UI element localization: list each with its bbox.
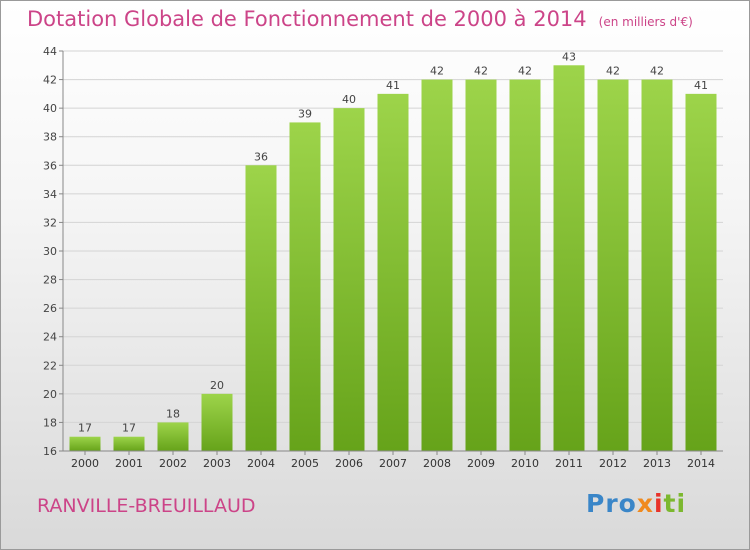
data-label: 42 (606, 65, 620, 78)
x-tick-label: 2010 (511, 457, 539, 470)
x-tick-label: 2000 (71, 457, 99, 470)
chart-title-text: Dotation Globale de Fonctionnement de 20… (27, 7, 587, 31)
x-tick-label: 2004 (247, 457, 275, 470)
data-label: 18 (166, 407, 180, 420)
bar-2008 (421, 79, 453, 452)
y-tick-label: 20 (43, 388, 57, 401)
x-tick-label: 2003 (203, 457, 231, 470)
y-tick-label: 26 (43, 302, 57, 315)
x-tick-label: 2013 (643, 457, 671, 470)
town-name: RANVILLE-BREUILLAUD (37, 495, 256, 517)
data-label: 43 (562, 50, 576, 63)
x-tick-label: 2002 (159, 457, 187, 470)
data-label: 42 (474, 65, 488, 78)
y-tick-label: 32 (43, 216, 57, 229)
data-label-layer: 17 17 18 20 36 39 40 41 42 42 42 43 42 42 41 (78, 50, 708, 434)
y-tick-label: 16 (43, 445, 57, 458)
y-tick-label: 30 (43, 245, 57, 258)
proxiti-logo[interactable]: Proxiti (586, 489, 687, 518)
y-tick-label: 18 (43, 416, 57, 429)
x-tick-label: 2014 (687, 457, 715, 470)
y-tick-label: 28 (43, 274, 57, 287)
x-tick-label: 2008 (423, 457, 451, 470)
bar-2010 (509, 79, 541, 452)
x-tick-label: 2011 (555, 457, 583, 470)
data-label: 42 (650, 65, 664, 78)
data-label: 20 (210, 379, 224, 392)
bar-2005 (289, 122, 321, 451)
bar-2013 (641, 79, 673, 452)
bar-2001 (113, 436, 145, 451)
y-tick-label: 34 (43, 188, 57, 201)
x-tick-label: 2005 (291, 457, 319, 470)
bar-2002 (157, 422, 189, 451)
chart-title: Dotation Globale de Fonctionnement de 20… (27, 7, 693, 31)
bar-2006 (333, 108, 365, 452)
bar-2014 (685, 93, 717, 451)
data-label: 41 (694, 79, 708, 92)
data-label: 40 (342, 93, 356, 106)
y-tick-label: 36 (43, 159, 57, 172)
y-tick-label: 42 (43, 74, 57, 87)
x-tick-label: 2007 (379, 457, 407, 470)
x-tick-label: 2009 (467, 457, 495, 470)
data-label: 36 (254, 150, 268, 163)
bar-layer (69, 65, 717, 452)
data-label: 39 (298, 107, 312, 120)
data-label: 42 (518, 65, 532, 78)
y-tick-label: 38 (43, 131, 57, 144)
y-tick-label: 44 (43, 45, 57, 58)
x-tick-label: 2001 (115, 457, 143, 470)
bar-2009 (465, 79, 497, 452)
y-tick-label: 22 (43, 359, 57, 372)
bar-2011 (553, 65, 585, 452)
chart-unit: (en milliers d'€) (598, 15, 693, 29)
y-tick-label: 24 (43, 331, 57, 344)
y-tick-label: 40 (43, 102, 57, 115)
data-label: 17 (122, 422, 136, 435)
bar-2012 (597, 79, 629, 452)
x-tick-label: 2012 (599, 457, 627, 470)
bar-2000 (69, 436, 101, 451)
data-label: 41 (386, 79, 400, 92)
bar-2004 (245, 165, 277, 452)
bar-2007 (377, 93, 409, 451)
bar-2003 (201, 393, 233, 451)
axis-layer: 16 18 20 22 24 26 28 30 32 34 36 38 40 42 44 2000 2001 20… (43, 45, 723, 470)
data-label: 42 (430, 65, 444, 78)
data-label: 17 (78, 422, 92, 435)
x-tick-label: 2006 (335, 457, 363, 470)
